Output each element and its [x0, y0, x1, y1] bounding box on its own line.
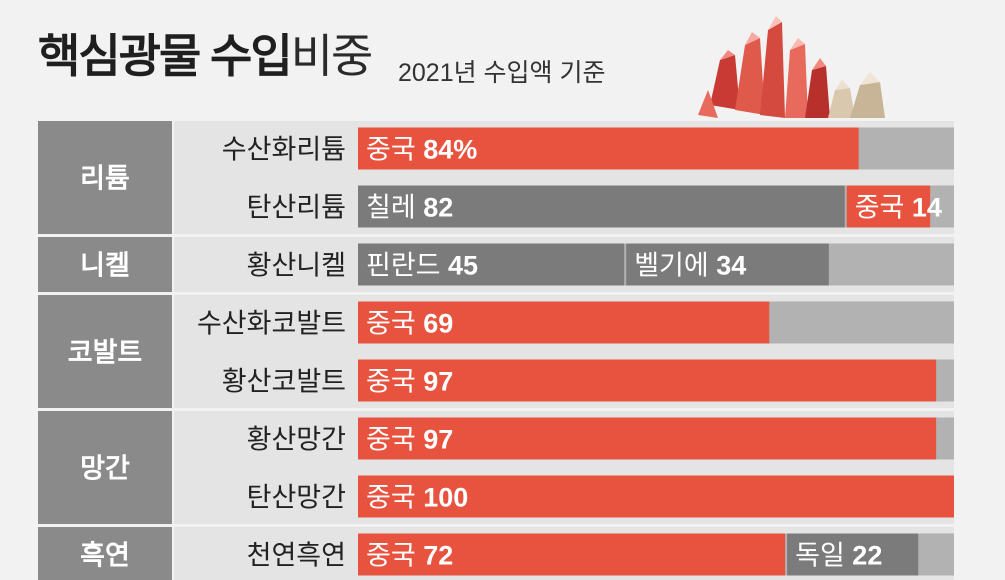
segment-label: 독일 22: [795, 541, 882, 571]
segment-value: 34: [716, 251, 746, 281]
segment-value: 97: [423, 367, 453, 397]
segment-label: 중국 97: [366, 425, 453, 455]
segment-country: 중국: [366, 135, 423, 165]
row-label: 황산코발트: [222, 367, 346, 397]
category-label: 망간: [80, 454, 130, 484]
category-label: 니켈: [80, 251, 130, 281]
segment-country: 중국: [366, 367, 423, 397]
bar-segment: [846, 185, 931, 228]
bar-segment: [626, 243, 829, 286]
bar-segment: [787, 533, 919, 576]
row-label: 황산니켈: [247, 251, 346, 281]
segment-country: 중국: [366, 483, 423, 513]
category-label: 코발트: [68, 338, 143, 368]
row-label: 탄산리튬: [247, 193, 346, 223]
segment-value: 14: [912, 193, 942, 223]
row-label: 황산망간: [247, 425, 346, 455]
bar-segment: [358, 127, 859, 170]
bar-segment: [358, 243, 625, 286]
segment-value: 45: [448, 251, 478, 281]
segment-label: 칠레 82: [366, 193, 453, 223]
segment-country: 중국: [855, 193, 912, 223]
title-bold: 핵심광물 수입: [38, 30, 293, 82]
category-cell: [38, 411, 172, 524]
segment-label: 중국 69: [366, 309, 453, 339]
segment-value: 100: [423, 483, 468, 513]
segment-value: 97: [423, 425, 453, 455]
row-label: 천연흑연: [247, 541, 346, 571]
segment-label: 중국 100: [366, 483, 468, 513]
chart-title: 핵심광물 수입비중: [38, 20, 374, 86]
segment-label: 벨기에 34: [634, 251, 746, 281]
segment-value: 69: [423, 309, 453, 339]
segment-value: 84%: [423, 135, 477, 165]
segment-value: 82: [423, 193, 453, 223]
category-cell: [38, 527, 172, 580]
title-light: 비중: [290, 30, 374, 82]
chart-subtitle: 2021년 수입액 기준: [398, 59, 606, 87]
segment-label: 중국 14: [855, 193, 942, 223]
segment-value: 22: [852, 541, 882, 571]
category-cell: [38, 295, 172, 408]
row-label: 수산화리튬: [222, 135, 346, 165]
bar-segment: [358, 359, 937, 402]
row-label: 수산화코발트: [197, 309, 346, 339]
bar-segment: [358, 475, 954, 518]
segment-country: 중국: [366, 541, 423, 571]
crystal-illustration-icon: [698, 16, 885, 118]
bar-segment: [358, 533, 786, 576]
segment-country: 독일: [795, 541, 852, 571]
bar-segment: [358, 417, 937, 460]
segment-country: 중국: [366, 309, 423, 339]
segment-country: 벨기에: [634, 251, 716, 281]
segment-country: 칠레: [366, 193, 423, 223]
segment-label: 중국 97: [366, 367, 453, 397]
category-cell: [38, 237, 172, 292]
bar-segment: [358, 301, 770, 344]
segment-country: 핀란드: [366, 251, 448, 281]
bar-segment: [358, 185, 845, 228]
category-label: 리튬: [80, 164, 130, 194]
row-label: 탄산망간: [247, 483, 346, 513]
segment-value: 72: [423, 541, 453, 571]
segment-label: 중국 72: [366, 541, 453, 571]
segment-label: 중국 84%: [366, 135, 477, 165]
segment-country: 중국: [366, 425, 423, 455]
category-label: 흑연: [80, 541, 130, 571]
segment-label: 핀란드 45: [366, 251, 478, 281]
category-cell: [38, 121, 172, 234]
